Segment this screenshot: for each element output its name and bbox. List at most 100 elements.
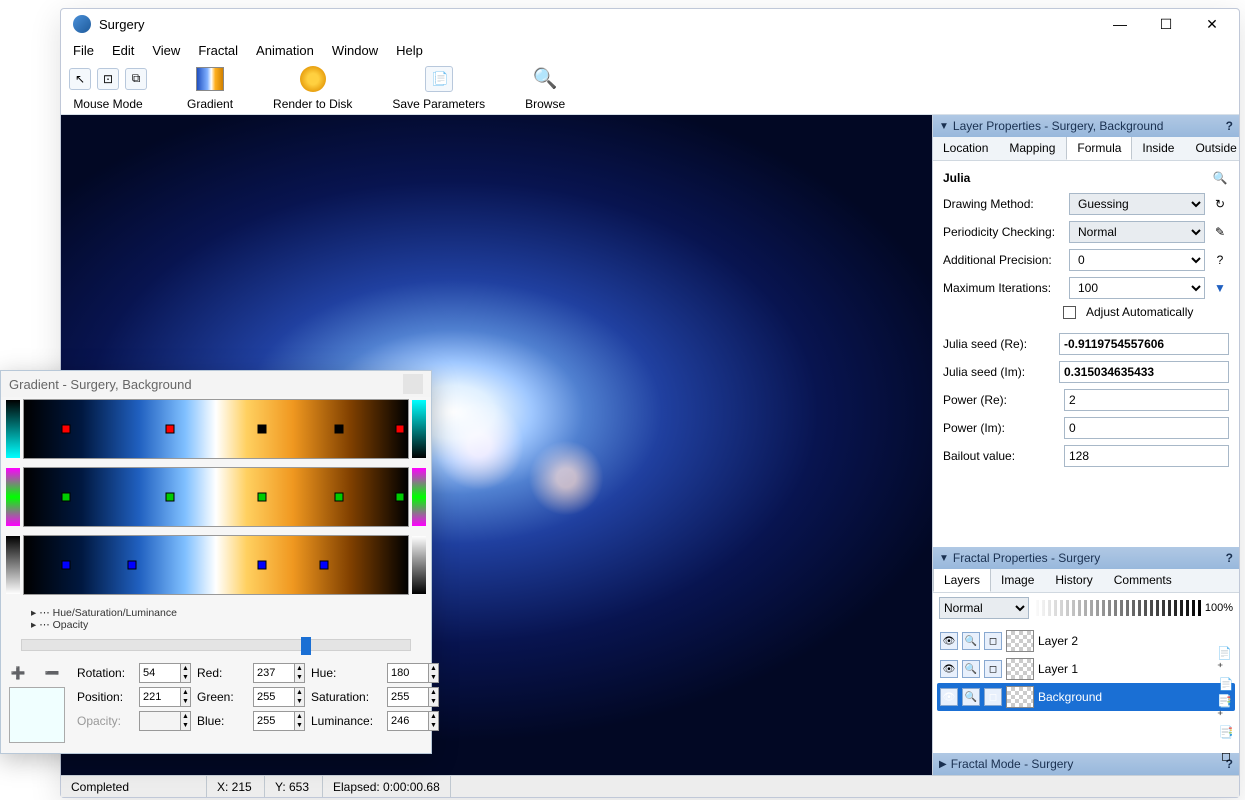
visibility-icon[interactable]: 👁 (940, 660, 958, 678)
tool-gradient[interactable]: Gradient (187, 65, 233, 111)
gradient-point[interactable] (165, 493, 174, 502)
visibility-icon[interactable]: 👁 (940, 688, 958, 706)
add-layer-icon[interactable]: 📄⁺ (1217, 651, 1235, 669)
tool-browse[interactable]: 🔍 Browse (525, 65, 565, 111)
tab-comments[interactable]: Comments (1104, 569, 1183, 592)
gradient-slider[interactable] (21, 639, 411, 651)
precision-help-icon[interactable]: ? (1211, 253, 1229, 267)
menu-help[interactable]: Help (388, 41, 431, 60)
gradient-point[interactable] (127, 561, 136, 570)
menu-window[interactable]: Window (324, 41, 386, 60)
gradient-point[interactable] (396, 425, 405, 434)
delete-layer-icon[interactable]: 📑 (1217, 723, 1235, 741)
tab-location[interactable]: Location (933, 137, 999, 160)
seed-re-input[interactable] (1059, 333, 1229, 355)
opacity-slider[interactable] (1033, 600, 1201, 616)
tool-mouse-mode[interactable]: ↖ ⊡ ⧉ Mouse Mode (69, 65, 147, 111)
menu-file[interactable]: File (65, 41, 102, 60)
gradient-point[interactable] (62, 561, 71, 570)
green-input[interactable] (253, 687, 294, 707)
lum-input[interactable] (387, 711, 428, 731)
sat-input[interactable] (387, 687, 428, 707)
new-group-icon[interactable]: 📑⁺ (1217, 699, 1235, 717)
layer-row[interactable]: 👁🔍◻Background (937, 683, 1235, 711)
slider-thumb[interactable] (301, 637, 311, 655)
fractal-mode-header[interactable]: ▶ Fractal Mode - Surgery ? (933, 753, 1239, 775)
luminance-strip[interactable] (23, 535, 409, 595)
power-im-input[interactable] (1064, 417, 1229, 439)
position-input[interactable] (139, 687, 180, 707)
tab-history[interactable]: History (1045, 569, 1103, 592)
mask-toggle-icon[interactable]: ◻ (984, 632, 1002, 650)
tab-image[interactable]: Image (991, 569, 1045, 592)
maxiter-down-icon[interactable]: ▼ (1211, 281, 1229, 295)
close-button[interactable]: ✕ (1189, 10, 1235, 38)
precision-select[interactable]: 0 (1069, 249, 1205, 271)
gradient-titlebar[interactable]: Gradient - Surgery, Background (1, 371, 431, 397)
gradient-point[interactable] (165, 425, 174, 434)
gradient-close-button[interactable] (403, 374, 423, 394)
gradient-point[interactable] (396, 493, 405, 502)
gradient-point[interactable] (334, 425, 343, 434)
blend-mode-select[interactable]: Normal (939, 597, 1029, 619)
tab-inside[interactable]: Inside (1132, 137, 1185, 160)
mask-icon[interactable]: ◻ (1217, 747, 1235, 765)
gradient-point[interactable] (319, 561, 328, 570)
gradient-point[interactable] (62, 425, 71, 434)
drawing-method-select[interactable]: Guessing (1069, 193, 1205, 215)
help-icon[interactable]: ? (1226, 551, 1233, 565)
mask-toggle-icon[interactable]: ◻ (984, 688, 1002, 706)
refresh-icon[interactable]: ↻ (1211, 197, 1229, 211)
color-well[interactable] (9, 687, 65, 743)
position-label: Position: (77, 690, 133, 704)
power-re-input[interactable] (1064, 389, 1229, 411)
tab-formula[interactable]: Formula (1066, 137, 1132, 160)
sat-label: Saturation: (311, 690, 381, 704)
rotation-input[interactable] (139, 663, 180, 683)
blue-input[interactable] (253, 711, 294, 731)
maxiter-select[interactable]: 100 (1069, 277, 1205, 299)
gradient-point[interactable] (62, 493, 71, 502)
zoom-icon[interactable]: 🔍 (962, 688, 980, 706)
adjust-auto-checkbox[interactable] (1063, 306, 1076, 319)
mask-toggle-icon[interactable]: ◻ (984, 660, 1002, 678)
fractal-props-header[interactable]: ▼ Fractal Properties - Surgery ? (933, 547, 1239, 569)
maximize-button[interactable]: ☐ (1143, 10, 1189, 38)
power-im-label: Power (Im): (943, 421, 1058, 435)
hue-strip[interactable] (23, 399, 409, 459)
edit-icon[interactable]: ✎ (1211, 225, 1229, 239)
add-point-icon[interactable]: ➕ (9, 664, 27, 682)
gradient-point[interactable] (258, 425, 267, 434)
gradient-point[interactable] (258, 561, 267, 570)
gradient-point[interactable] (334, 493, 343, 502)
menu-fractal[interactable]: Fractal (190, 41, 246, 60)
help-icon[interactable]: ? (1226, 119, 1233, 133)
layer-props-header[interactable]: ▼ Layer Properties - Surgery, Background… (933, 115, 1239, 137)
tab-layers[interactable]: Layers (933, 569, 991, 592)
remove-point-icon[interactable]: ➖ (43, 664, 61, 682)
formula-browse-icon[interactable]: 🔍 (1211, 169, 1229, 187)
gradient-point[interactable] (258, 493, 267, 502)
tool-render[interactable]: Render to Disk (273, 65, 352, 111)
gear-icon (300, 66, 326, 92)
menu-animation[interactable]: Animation (248, 41, 322, 60)
minimize-button[interactable]: — (1097, 10, 1143, 38)
power-re-label: Power (Re): (943, 393, 1058, 407)
red-input[interactable] (253, 663, 294, 683)
visibility-icon[interactable]: 👁 (940, 632, 958, 650)
tool-save-params[interactable]: 📄📄 Save Parameters (392, 65, 485, 111)
tab-outside[interactable]: Outside (1185, 137, 1245, 160)
bailout-input[interactable] (1064, 445, 1229, 467)
menu-view[interactable]: View (144, 41, 188, 60)
periodicity-select[interactable]: Normal (1069, 221, 1205, 243)
zoom-icon[interactable]: 🔍 (962, 660, 980, 678)
layer-row[interactable]: 👁🔍◻Layer 1 (937, 655, 1235, 683)
hue-input[interactable] (387, 663, 428, 683)
menu-edit[interactable]: Edit (104, 41, 142, 60)
tab-mapping[interactable]: Mapping (999, 137, 1066, 160)
zoom-icon[interactable]: 🔍 (962, 632, 980, 650)
seed-im-input[interactable] (1059, 361, 1229, 383)
duplicate-layer-icon[interactable]: 📄 (1217, 675, 1235, 693)
saturation-strip[interactable] (23, 467, 409, 527)
layer-row[interactable]: 👁🔍◻Layer 2 (937, 627, 1235, 655)
